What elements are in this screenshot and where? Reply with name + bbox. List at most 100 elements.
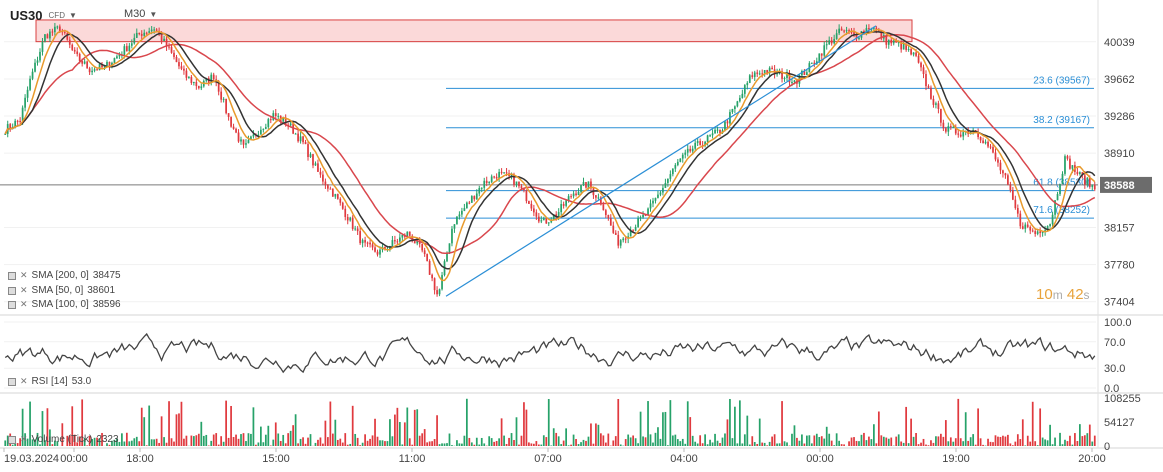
volume-bar xyxy=(433,439,436,446)
volume-bar xyxy=(232,437,235,446)
close-icon[interactable]: ✕ xyxy=(20,270,28,280)
candle-body xyxy=(125,46,128,52)
volume-bar xyxy=(121,433,123,446)
indicator-settings-icon[interactable] xyxy=(8,271,16,280)
legend-rsi[interactable]: ✕ RSI [14] 53.0 xyxy=(8,376,91,387)
volume-bar xyxy=(905,406,908,446)
candle-body xyxy=(29,78,31,90)
candle-body xyxy=(922,67,925,74)
volume-bar xyxy=(96,437,98,446)
candle-body xyxy=(354,228,357,230)
volume-bar xyxy=(277,433,280,446)
volume-bar xyxy=(133,438,136,446)
volume-bar xyxy=(565,428,568,446)
candle-body xyxy=(768,67,771,73)
volume-bar xyxy=(138,441,141,446)
candle-body xyxy=(41,41,44,52)
candle-body xyxy=(304,142,307,145)
legend-sma100[interactable]: ✕ SMA [100, 0] 38596 xyxy=(8,299,121,310)
candle-body xyxy=(855,34,858,39)
legend-sma50[interactable]: ✕ SMA [50, 0] 38601 xyxy=(8,285,115,296)
volume-bar xyxy=(220,436,223,446)
candle-body xyxy=(98,64,101,71)
volume-bar xyxy=(282,434,285,446)
candle-body xyxy=(706,135,709,142)
indicator-settings-icon[interactable] xyxy=(8,300,16,309)
candle-body xyxy=(483,180,486,188)
volume-bar xyxy=(1088,424,1091,446)
volume-bar xyxy=(257,442,260,446)
timeframe-selector[interactable]: M30 ▼ xyxy=(124,8,157,20)
volume-bar xyxy=(123,441,126,446)
volume-bar xyxy=(528,442,530,446)
volume-bar xyxy=(778,443,781,446)
candle-body xyxy=(178,62,180,67)
volume-bar xyxy=(669,400,672,446)
legend-volume[interactable]: ✕ Volume (Tick) 2323 xyxy=(8,434,119,445)
indicator-settings-icon[interactable] xyxy=(8,435,16,444)
candle-body xyxy=(912,52,915,55)
volume-bar xyxy=(629,437,632,446)
volume-bar xyxy=(54,440,56,446)
candle-body xyxy=(565,200,568,206)
candle-body xyxy=(920,62,922,68)
volume-bar xyxy=(381,440,384,446)
close-icon[interactable]: ✕ xyxy=(20,285,28,295)
current-price-label: 38588 xyxy=(1104,180,1135,192)
volume-bar xyxy=(264,434,267,446)
candle-body xyxy=(674,165,677,169)
candle-body xyxy=(736,101,739,107)
volume-bar xyxy=(98,438,101,446)
volume-bar xyxy=(490,438,493,446)
candle-body xyxy=(925,73,927,87)
volume-bar xyxy=(691,435,694,446)
candle-body xyxy=(225,98,227,114)
volume-bar xyxy=(612,440,615,446)
candle-body xyxy=(413,241,416,244)
volume-bar xyxy=(557,436,560,446)
candle-body xyxy=(341,202,344,209)
candle-body xyxy=(1091,185,1094,188)
candle-body xyxy=(853,32,855,35)
volume-bar xyxy=(853,437,855,446)
volume-bar xyxy=(808,435,811,446)
close-icon[interactable]: ✕ xyxy=(20,299,28,309)
candle-body xyxy=(907,48,910,50)
candle-body xyxy=(175,56,178,63)
candle-body xyxy=(1069,158,1071,169)
volume-bar xyxy=(994,435,997,446)
volume-bar xyxy=(319,437,322,446)
volume-bar xyxy=(989,441,992,446)
candle-body xyxy=(188,76,190,78)
candle-body xyxy=(532,208,535,213)
candle-body xyxy=(669,174,672,179)
volume-bar xyxy=(761,442,764,446)
volume-bar xyxy=(962,441,965,446)
indicator-settings-icon[interactable] xyxy=(8,286,16,295)
candle-body xyxy=(562,204,565,206)
candle-body xyxy=(160,33,163,42)
chevron-down-icon: ▼ xyxy=(68,11,77,20)
close-icon[interactable]: ✕ xyxy=(20,434,28,444)
close-icon[interactable]: ✕ xyxy=(20,376,28,386)
volume-bar xyxy=(897,434,900,446)
legend-sma200[interactable]: ✕ SMA [200, 0] 38475 xyxy=(8,270,121,281)
volume-bar xyxy=(26,438,29,446)
volume-bar xyxy=(364,434,366,446)
candle-body xyxy=(671,168,674,175)
volume-bar xyxy=(88,435,91,446)
symbol-selector[interactable]: US30 CFD ▼ xyxy=(10,8,77,23)
candle-body xyxy=(128,45,131,52)
volume-bar xyxy=(331,433,334,446)
volume-bar xyxy=(245,441,247,446)
indicator-settings-icon[interactable] xyxy=(8,377,16,386)
volume-bar xyxy=(801,434,803,446)
candle-body xyxy=(679,158,682,162)
volume-bar xyxy=(930,440,932,446)
candle-body xyxy=(1039,231,1042,234)
volume-bar xyxy=(902,442,905,446)
volume-bar xyxy=(793,425,796,446)
candle-body xyxy=(272,113,275,121)
